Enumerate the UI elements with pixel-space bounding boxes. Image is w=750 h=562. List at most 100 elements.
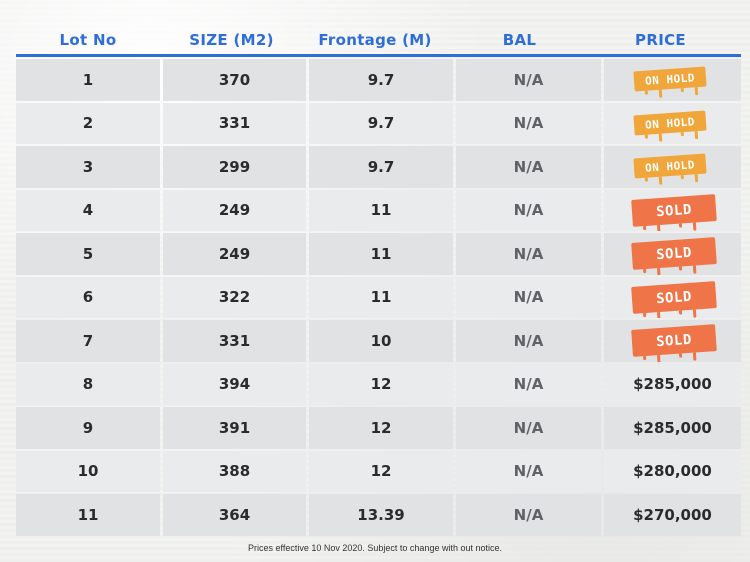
table-row: 8 394 12 N/A $285,000 — [16, 363, 741, 405]
lot-number-cell: 8 — [16, 363, 160, 405]
paint-drip — [692, 352, 697, 361]
paint-drip — [656, 311, 661, 318]
price-cell: SOLD — [604, 276, 741, 318]
table-row: 2 331 9.7 N/A ON HOLD — [16, 102, 741, 144]
paint-drip — [643, 225, 647, 230]
table-row: 3 299 9.7 N/A ON HOLD — [16, 146, 741, 188]
header-bal: BAL — [502, 31, 537, 49]
status-label: SOLD — [655, 287, 693, 307]
price-cell: ON HOLD — [604, 59, 741, 101]
price-cell: ON HOLD — [604, 146, 741, 188]
table-row: 5 249 11 N/A SOLD — [16, 233, 741, 275]
table-row: 10 388 12 N/A $280,000 — [16, 450, 741, 492]
table-row: 7 331 10 N/A SOLD — [16, 320, 741, 362]
frontage-cell: 10 — [309, 320, 453, 362]
paint-drip — [680, 131, 684, 136]
lot-number-cell: 5 — [16, 233, 160, 275]
price-cell: $285,000 — [604, 407, 741, 449]
table-row: 11 364 13.39 N/A $270,000 — [16, 494, 741, 536]
paint-drip — [678, 266, 683, 271]
lot-number-cell: 11 — [16, 494, 160, 536]
sold-stamp: SOLD — [631, 237, 717, 275]
frontage-cell: 12 — [309, 363, 453, 405]
lot-number-cell: 9 — [16, 407, 160, 449]
paint-drip — [656, 268, 661, 275]
paint-drip — [694, 87, 699, 96]
size-cell: 370 — [163, 59, 306, 101]
status-label: ON HOLD — [644, 114, 696, 131]
header-lot-no: Lot No — [59, 31, 117, 49]
lot-number-cell: 10 — [16, 450, 160, 492]
bal-cell: N/A — [456, 276, 601, 318]
size-cell: 322 — [163, 276, 306, 318]
status-label: SOLD — [655, 331, 693, 350]
lot-number-cell: 4 — [16, 189, 160, 231]
frontage-cell: 13.39 — [309, 494, 453, 536]
frontage-cell: 11 — [309, 276, 453, 318]
price-cell: $270,000 — [604, 494, 741, 536]
table-row: 1 370 9.7 N/A ON HOLD — [16, 59, 741, 101]
frontage-cell: 9.7 — [309, 59, 453, 101]
bal-cell: N/A — [456, 407, 601, 449]
lot-number-cell: 1 — [16, 59, 160, 101]
bal-cell: N/A — [456, 233, 601, 275]
paint-drip — [643, 268, 647, 274]
paint-drip — [658, 89, 663, 98]
size-cell: 391 — [163, 407, 306, 449]
frontage-cell: 9.7 — [309, 146, 453, 188]
table-row: 4 249 11 N/A SOLD — [16, 189, 741, 231]
price-cell: SOLD — [604, 189, 741, 231]
frontage-cell: 11 — [309, 233, 453, 275]
header-frontage: Frontage (M) — [318, 31, 432, 49]
bal-cell: N/A — [456, 450, 601, 492]
frontage-cell: 12 — [309, 407, 453, 449]
paint-drip — [658, 176, 663, 185]
price-cell: $280,000 — [604, 450, 741, 492]
on-hold-stamp: ON HOLD — [633, 110, 707, 142]
paint-drip — [644, 177, 649, 182]
paint-drip — [678, 353, 683, 358]
header-size: SIZE (M2) — [189, 31, 274, 49]
size-cell: 249 — [163, 233, 306, 275]
lot-number-cell: 2 — [16, 102, 160, 144]
status-label: ON HOLD — [644, 157, 696, 175]
bal-cell: N/A — [456, 320, 601, 362]
size-cell: 388 — [163, 450, 306, 492]
price-cell: $285,000 — [604, 363, 741, 405]
bal-cell: N/A — [456, 494, 601, 536]
paint-drip — [680, 175, 684, 180]
sold-stamp: SOLD — [631, 280, 717, 318]
paint-drip — [643, 355, 647, 361]
lot-number-cell: 7 — [16, 320, 160, 362]
frontage-cell: 9.7 — [309, 102, 453, 144]
lot-number-cell: 6 — [16, 276, 160, 318]
sold-stamp: SOLD — [631, 193, 717, 231]
size-cell: 249 — [163, 189, 306, 231]
footnote: Prices effective 10 Nov 2020. Subject to… — [248, 543, 502, 553]
sold-stamp: SOLD — [631, 324, 717, 362]
table-body: 1 370 9.7 N/A ON HOLD 2 331 9.7 N/A ON HOLD 3 299 9.… — [16, 59, 741, 536]
paint-drip — [694, 174, 699, 183]
paint-drip — [694, 130, 699, 139]
status-label: SOLD — [655, 244, 693, 263]
price-cell: SOLD — [604, 233, 741, 275]
size-cell: 394 — [163, 363, 306, 405]
paint-drip — [656, 224, 661, 231]
table-row: 9 391 12 N/A $285,000 — [16, 407, 741, 449]
table-row: 6 322 11 N/A SOLD — [16, 276, 741, 318]
frontage-cell: 11 — [309, 189, 453, 231]
price-cell: ON HOLD — [604, 102, 741, 144]
size-cell: 364 — [163, 494, 306, 536]
paint-drip — [692, 265, 697, 274]
size-cell: 331 — [163, 320, 306, 362]
status-label: ON HOLD — [644, 70, 696, 88]
bal-cell: N/A — [456, 146, 601, 188]
pricing-table: Lot No SIZE (M2) Frontage (M) BAL PRICE … — [16, 26, 741, 538]
paint-drip — [692, 309, 697, 318]
size-cell: 331 — [163, 102, 306, 144]
size-cell: 299 — [163, 146, 306, 188]
bal-cell: N/A — [456, 59, 601, 101]
paint-drip — [658, 133, 663, 142]
frontage-cell: 12 — [309, 450, 453, 492]
bal-cell: N/A — [456, 102, 601, 144]
